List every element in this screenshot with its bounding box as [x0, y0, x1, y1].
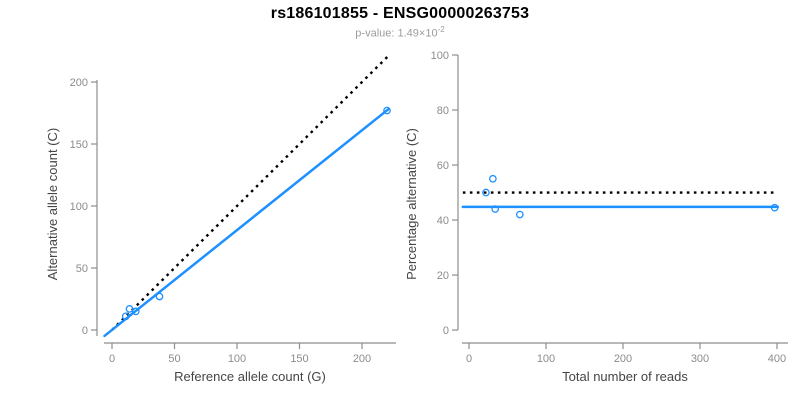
x-tick-label: 150: [290, 353, 308, 365]
data-point: [491, 205, 500, 213]
y-tick-label: 0: [443, 325, 449, 337]
x-tick-label: 100: [537, 353, 555, 365]
y-tick-label: 200: [70, 77, 88, 89]
y-tick-label: 80: [437, 105, 449, 117]
y-tick-label: 60: [437, 160, 449, 172]
y-tick-label: 40: [437, 215, 449, 227]
y-tick-label: 100: [70, 201, 88, 213]
regression-line: [103, 108, 390, 338]
pvalue-subtitle: p-value: 1.49×10-2: [0, 25, 800, 40]
x-tick-label: 0: [109, 353, 115, 365]
x-tick-label: 0: [466, 353, 472, 365]
data-point: [131, 307, 140, 316]
y-tick-label: 20: [437, 270, 449, 282]
x-tick-label: 400: [768, 353, 786, 365]
y-tick-label: 150: [70, 139, 88, 151]
x-tick-label: 300: [691, 353, 709, 365]
y-tick-label: 0: [82, 325, 88, 337]
identity-line: [111, 53, 391, 331]
x-axis-title: Total number of reads: [562, 369, 688, 384]
x-tick-label: 50: [168, 353, 180, 365]
x-tick-label: 200: [614, 353, 632, 365]
y-tick-label: 50: [76, 263, 88, 275]
x-tick-label: 200: [353, 353, 371, 365]
data-point: [482, 188, 490, 197]
page-title: rs186101855 - ENSG00000263753: [270, 5, 530, 22]
data-point: [121, 312, 130, 321]
x-axis-title: Reference allele count (G): [174, 369, 326, 384]
pvalue-text: p-value: 1.49×10: [355, 27, 438, 40]
pvalue-exponent: -2: [437, 25, 445, 34]
data-point: [770, 203, 779, 212]
data-point: [383, 106, 391, 115]
y-axis-title: Percentage alternative (C): [404, 128, 419, 280]
y-axis-title: Alternative allele count (C): [45, 128, 60, 280]
data-point: [155, 292, 164, 301]
right-scatter-plot: 0 20 40 60 80 100 0 100 200 300 400 Total number of…: [404, 50, 788, 384]
left-scatter-plot: 0 50 100 150 200 0 50 100 150 200 Reference allele…: [45, 53, 396, 384]
x-tick-label: 100: [228, 353, 246, 365]
data-point: [515, 210, 524, 219]
data-point: [489, 174, 497, 183]
data-point: [125, 305, 134, 313]
y-tick-label: 100: [431, 50, 449, 62]
